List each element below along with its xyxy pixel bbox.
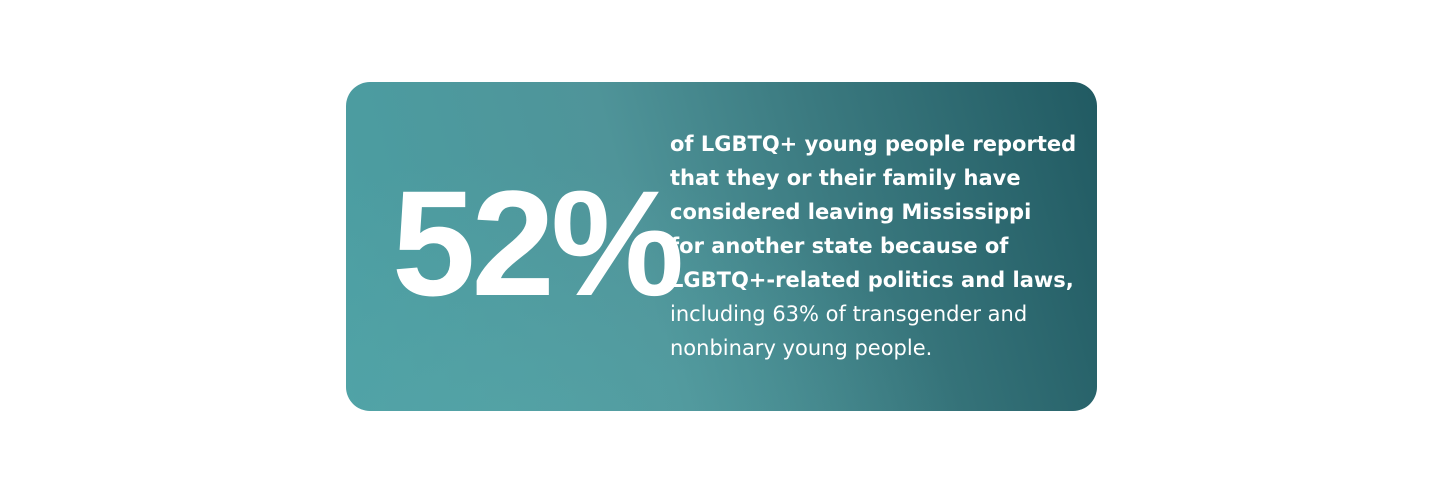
stat-description: of LGBTQ+ young people reported that they… bbox=[670, 127, 1076, 365]
text-line: considered leaving Mississippi bbox=[670, 200, 1032, 224]
text-line: including 63% of transgender and bbox=[670, 302, 1028, 326]
stat-card: 52% of LGBTQ+ young people reported that … bbox=[346, 82, 1097, 411]
stat-number: 52% bbox=[392, 159, 684, 327]
text-line: for another state because of bbox=[670, 234, 1009, 258]
text-line: that they or their family have bbox=[670, 166, 1021, 190]
text-line: nonbinary young people. bbox=[670, 336, 933, 360]
description-regular: including 63% of transgender and nonbinar… bbox=[670, 297, 1076, 365]
text-line: of LGBTQ+ young people reported bbox=[670, 132, 1077, 156]
description-bold: of LGBTQ+ young people reported that they… bbox=[670, 127, 1076, 297]
text-line: LGBTQ+-related politics and laws, bbox=[670, 268, 1074, 292]
